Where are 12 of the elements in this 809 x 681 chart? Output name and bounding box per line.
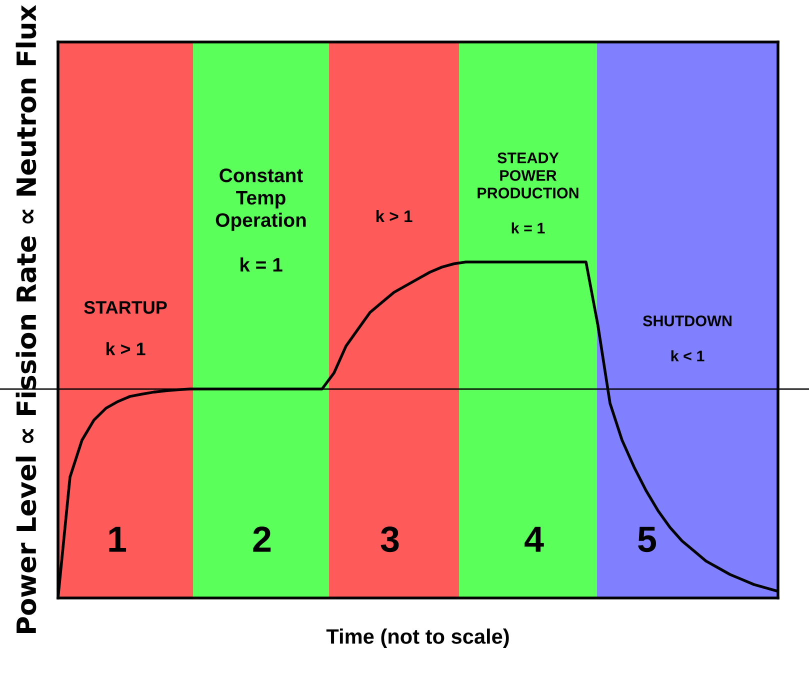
text: k > 1: [376, 210, 412, 222]
text: Constant Temp Operation k = 1: [216, 168, 306, 272]
text: SHUTDOWN k < 1: [642, 316, 732, 362]
annotation: 3: [380, 526, 399, 552]
annotation: 5: [638, 526, 656, 552]
text: STARTUP k > 1: [84, 301, 167, 356]
x-axis-title: Time (not to scale): [326, 628, 509, 648]
text: STEADY POWER PRODUCTION k = 1: [478, 152, 578, 234]
annotation: 2: [253, 526, 271, 552]
annotation: 4: [524, 526, 544, 552]
y-axis-title: Power Level ∝ Fission Rate ∝ Neutron Flux: [16, 5, 36, 633]
annotation: 1: [109, 526, 126, 552]
